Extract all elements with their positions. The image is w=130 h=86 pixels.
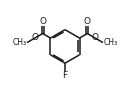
Text: O: O [92, 33, 99, 42]
Text: O: O [84, 17, 91, 26]
Text: O: O [39, 17, 46, 26]
Text: CH₃: CH₃ [13, 38, 27, 47]
Text: O: O [31, 33, 38, 42]
Text: CH₃: CH₃ [103, 38, 117, 47]
Text: F: F [62, 71, 68, 80]
